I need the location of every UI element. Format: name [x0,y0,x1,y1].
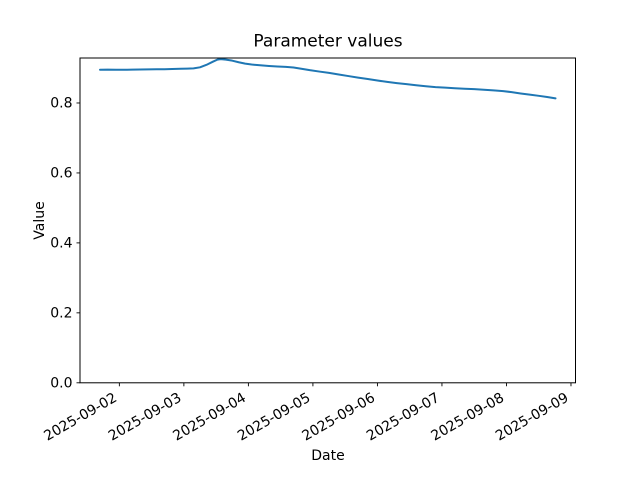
x-tick-label: 2025-09-09 [493,390,571,445]
y-tick-label: 0.8 [50,95,72,111]
plot-border [79,57,576,384]
y-tick-label: 0.6 [50,165,72,181]
chart-title: Parameter values [253,32,402,52]
y-tick-label: 0.4 [50,235,72,251]
y-axis-label: Value [32,201,48,239]
x-axis-label: Date [311,448,344,464]
y-tick-label: 0.0 [50,375,72,391]
plot-layer: 0.00.20.40.60.82025-09-022025-09-032025-… [41,57,576,445]
y-tick-label: 0.2 [50,305,72,321]
data-line [99,58,557,100]
